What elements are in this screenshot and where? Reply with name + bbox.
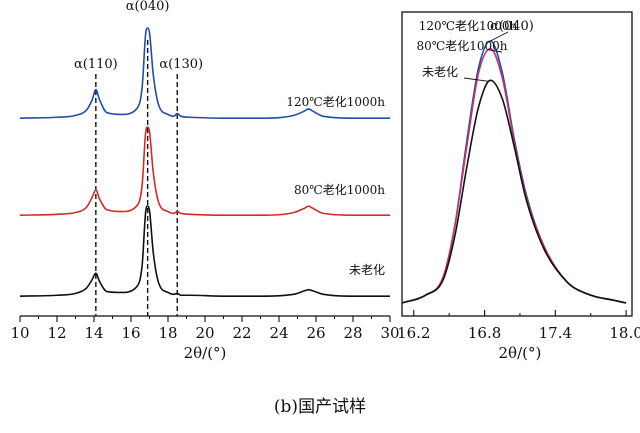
right-series-label: 80℃老化1000h	[417, 39, 508, 53]
left-x-tick-label: 18	[158, 324, 177, 342]
right-plot-frame	[401, 11, 633, 317]
right-peak-label: α(040)	[490, 19, 534, 34]
peak-label: α(040)	[126, 0, 170, 14]
left-series-label: 未老化	[349, 263, 385, 277]
left-x-tick-label: 28	[343, 324, 362, 342]
left-series-label: 120℃老化1000h	[286, 95, 385, 109]
left-series-line-80-1000h	[19, 126, 390, 216]
right-x-tick-label: 16.2	[397, 324, 430, 342]
right-x-tick-label: 18.0	[609, 324, 640, 342]
right-x-tick-label: 16.8	[468, 324, 501, 342]
left-panel: 10 12 14 16 18 20 22 24 26 28 30 2θ/(°) α(110) α(040)…	[10, 0, 399, 362]
right-x-tick-label: 17.4	[539, 324, 572, 342]
left-x-tick-label: 16	[121, 324, 140, 342]
figure-caption: (b)国产试样	[274, 397, 366, 417]
left-series-label: 80℃老化1000h	[294, 183, 385, 197]
right-series-label: 120℃老化1000h	[419, 19, 518, 33]
right-panel: 16.2 16.8 17.4 18.0 2θ/(°) 120℃老化1000h 80℃老化10…	[397, 11, 640, 362]
right-series-label: 未老化	[422, 65, 458, 79]
left-x-tick-label: 14	[84, 324, 103, 342]
peak-label: α(130)	[159, 57, 203, 72]
right-series-line-series	[401, 79, 627, 304]
left-x-tick-label: 10	[10, 324, 29, 342]
peak-label: α(110)	[74, 57, 118, 72]
left-x-tick-label: 30	[380, 324, 399, 342]
left-x-tick-label: 24	[269, 324, 288, 342]
left-series-line-120-1000h	[19, 27, 390, 119]
right-label-leader	[488, 31, 509, 43]
left-x-tick-label: 12	[47, 324, 66, 342]
left-x-tick-label: 26	[306, 324, 325, 342]
left-x-tick-label: 20	[195, 324, 214, 342]
left-x-axis-title: 2θ/(°)	[184, 344, 227, 362]
left-series-line-series	[19, 205, 390, 297]
left-x-tick-label: 22	[232, 324, 251, 342]
right-series-line-120-1000h	[401, 40, 627, 304]
right-x-axis-title: 2θ/(°)	[499, 344, 542, 362]
right-series-line-80-1000h	[401, 48, 627, 304]
right-label-leader	[488, 49, 503, 53]
right-label-leader	[463, 77, 489, 82]
